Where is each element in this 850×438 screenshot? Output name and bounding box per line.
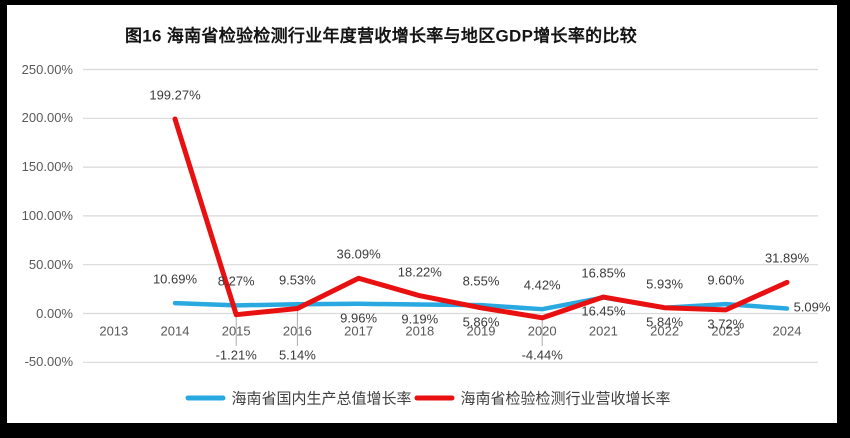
x-tick-label: 2020 — [527, 323, 557, 339]
industry-revenue-line — [172, 116, 790, 321]
data-label: 8.27% — [217, 273, 255, 289]
data-label: 9.19% — [401, 311, 439, 327]
x-tick-label: 2014 — [160, 323, 190, 339]
data-label: 5.86% — [462, 314, 500, 330]
y-tick-label: 150.00% — [21, 159, 73, 175]
x-tick-label: 2018 — [405, 323, 435, 339]
screen-frame-top — [0, 0, 850, 5]
data-label: -1.21% — [215, 347, 257, 363]
data-label: 36.09% — [336, 246, 381, 262]
data-label: 9.53% — [278, 272, 316, 288]
screen-frame-bottom — [0, 423, 850, 438]
x-tick-label: 2017 — [344, 323, 374, 339]
x-tick-label: 2023 — [711, 323, 741, 339]
data-label: 10.69% — [152, 271, 198, 287]
y-tick-label: 50.00% — [28, 256, 73, 272]
legend-item-gdp: 海南省国内生产总值增长率 — [185, 388, 412, 409]
data-label: 16.45% — [581, 303, 626, 319]
y-tick-label: 250.00% — [21, 61, 73, 77]
data-label: 5.93% — [646, 276, 684, 292]
chart-title: 图16 海南省检验检测行业年度营收增长率与地区GDP增长率的比较 — [124, 26, 638, 46]
x-tick-label: 2021 — [588, 323, 618, 339]
x-tick-label: 2022 — [650, 323, 680, 339]
data-label: -4.44% — [521, 347, 563, 363]
data-label: 18.22% — [397, 264, 442, 280]
y-tick-label: 0.00% — [36, 305, 73, 321]
data-label: 3.72% — [707, 316, 745, 332]
screen-frame-right — [837, 0, 850, 438]
data-label: 16.85% — [581, 265, 626, 281]
data-label: 9.60% — [707, 272, 745, 288]
gdp-line-swatch-icon — [185, 395, 226, 401]
industry-line-swatch-icon — [414, 395, 455, 401]
legend-label-industry: 海南省检验检测行业营收增长率 — [460, 390, 671, 408]
y-tick-label: 200.00% — [21, 110, 73, 126]
legend-label-gdp: 海南省国内生产总值增长率 — [231, 390, 412, 408]
data-label: 5.84% — [646, 314, 684, 330]
legend-item-industry: 海南省检验检测行业营收增长率 — [414, 388, 671, 409]
data-label: 31.89% — [764, 250, 810, 266]
y-tick-label: 100.00% — [21, 207, 73, 223]
legend: 海南省国内生产总值增长率 海南省检验检测行业营收增长率 — [185, 388, 671, 409]
x-tick-label: 2013 — [99, 323, 129, 339]
x-tick-label: 2016 — [282, 323, 312, 339]
x-tick-label: 2019 — [466, 323, 496, 339]
data-label: 9.96% — [340, 310, 378, 326]
data-label: 4.42% — [523, 277, 561, 293]
y-tick-label: -50.00% — [24, 354, 73, 370]
x-tick-label: 2024 — [772, 323, 802, 339]
data-label: 5.09% — [793, 299, 831, 315]
x-tick-label: 2015 — [221, 323, 251, 339]
data-label: 5.14% — [278, 347, 316, 363]
screen-frame-left — [0, 0, 7, 438]
data-label: 199.27% — [149, 87, 201, 103]
data-label: 8.55% — [462, 273, 500, 289]
